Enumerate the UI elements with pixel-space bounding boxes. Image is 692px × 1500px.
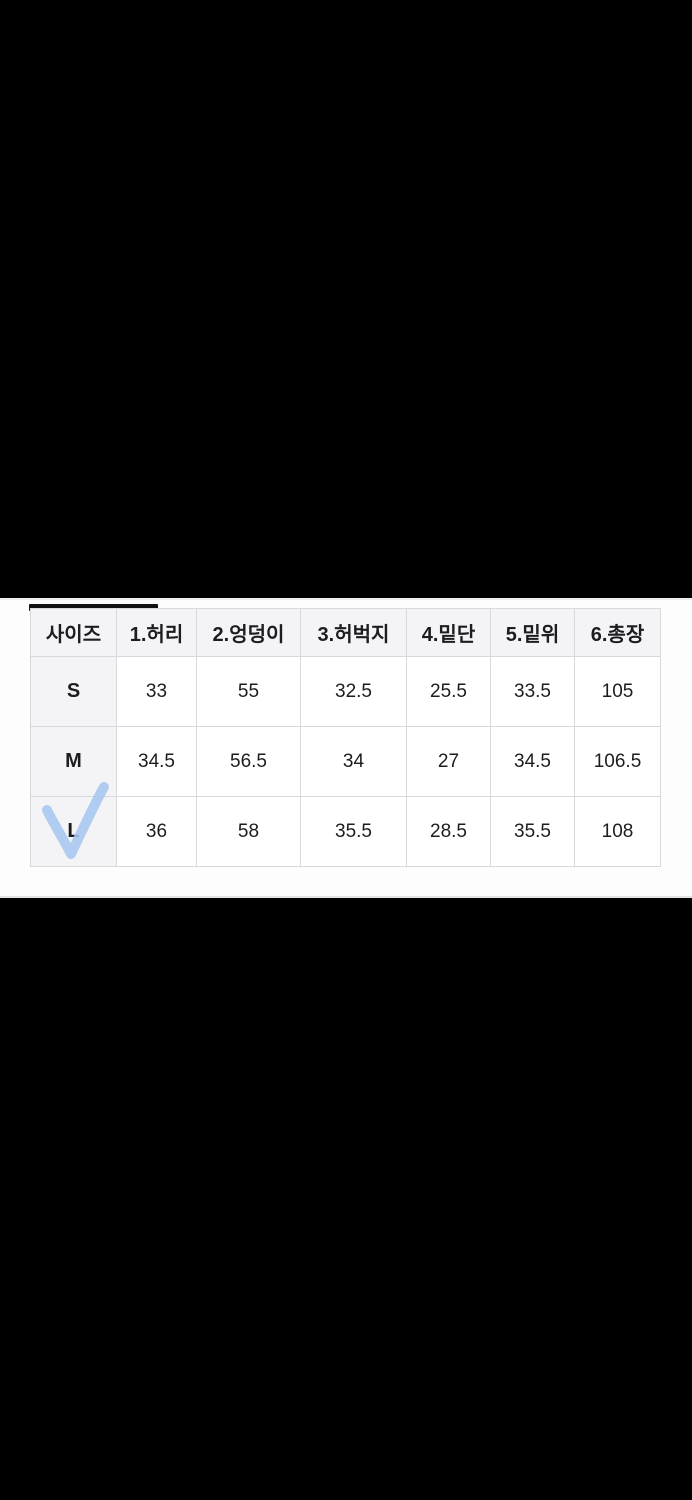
measurement-cell: 35.5: [300, 796, 407, 867]
active-tab-indicator: [29, 604, 158, 611]
size-chart-table: 사이즈 1.허리 2.엉덩이 3.허벅지 4.밑단 5.밑위 6.총장 S 33…: [30, 608, 661, 867]
measurement-cell: 32.5: [300, 656, 407, 727]
header-cell-length: 6.총장: [574, 608, 661, 657]
measurement-cell: 25.5: [406, 656, 491, 727]
measurement-cell: 28.5: [406, 796, 491, 867]
header-cell-hem: 4.밑단: [406, 608, 491, 657]
header-cell-hip: 2.엉덩이: [196, 608, 301, 657]
table-row-m: M 34.5 56.5 34 27 34.5 106.5: [30, 726, 661, 797]
measurement-cell: 36: [116, 796, 197, 867]
header-cell-size: 사이즈: [30, 608, 117, 657]
size-cell-s: S: [30, 656, 117, 727]
measurement-cell: 35.5: [490, 796, 575, 867]
measurement-cell: 56.5: [196, 726, 301, 797]
size-cell-m: M: [30, 726, 117, 797]
measurement-cell: 34: [300, 726, 407, 797]
measurement-cell: 55: [196, 656, 301, 727]
measurement-cell: 33: [116, 656, 197, 727]
measurement-cell: 34.5: [490, 726, 575, 797]
header-row: 사이즈 1.허리 2.엉덩이 3.허벅지 4.밑단 5.밑위 6.총장: [30, 608, 661, 657]
size-cell-l: L: [30, 796, 117, 867]
measurement-cell: 33.5: [490, 656, 575, 727]
header-cell-rise: 5.밑위: [490, 608, 575, 657]
measurement-cell: 58: [196, 796, 301, 867]
table-row-s: S 33 55 32.5 25.5 33.5 105: [30, 656, 661, 727]
table-row-l: L 36 58 35.5 28.5 35.5 108: [30, 796, 661, 867]
header-cell-waist: 1.허리: [116, 608, 197, 657]
measurement-cell: 27: [406, 726, 491, 797]
measurement-cell: 105: [574, 656, 661, 727]
header-cell-thigh: 3.허벅지: [300, 608, 407, 657]
measurement-cell: 34.5: [116, 726, 197, 797]
size-chart-panel: 사이즈 1.허리 2.엉덩이 3.허벅지 4.밑단 5.밑위 6.총장 S 33…: [0, 598, 692, 898]
measurement-cell: 108: [574, 796, 661, 867]
measurement-cell: 106.5: [574, 726, 661, 797]
